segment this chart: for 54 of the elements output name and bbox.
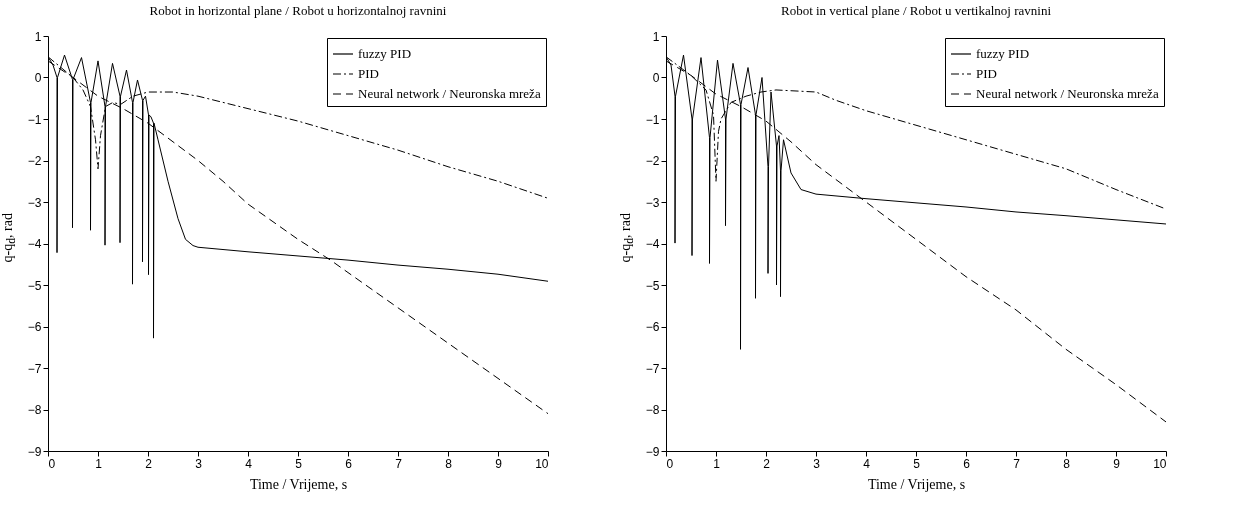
y-tick-label: 0 <box>34 71 42 85</box>
x-tick-label: 2 <box>763 456 771 471</box>
x-tick-label: 6 <box>345 456 353 471</box>
y-tick-label: −1 <box>645 112 660 127</box>
x-tick-label: 8 <box>445 456 453 471</box>
legend-label: Neural network / Neuronska mreža <box>358 86 541 101</box>
y-tick-label: −2 <box>27 154 42 168</box>
x-axis-title: Time / Vrijeme, s <box>867 476 966 492</box>
y-tick-label: −7 <box>645 361 660 376</box>
y-tick-label: 0 <box>652 71 660 85</box>
y-tick-label: −3 <box>645 195 660 210</box>
x-tick-label: 7 <box>395 456 403 471</box>
x-tick-label: 10 <box>535 456 549 471</box>
x-tick-label: 3 <box>813 456 821 471</box>
legend-label: PID <box>358 66 379 81</box>
x-axis-title: Time / Vrijeme, s <box>249 476 348 492</box>
y-tick-label: −9 <box>645 444 660 459</box>
legend-label: Neural network / Neuronska mreža <box>976 86 1159 101</box>
legend-label: PID <box>976 66 997 81</box>
x-tick-label: 1 <box>95 456 103 471</box>
x-tick-label: 1 <box>713 456 721 471</box>
y-tick-label: −5 <box>645 278 660 293</box>
x-tick-label: 4 <box>863 456 871 471</box>
legend-label: fuzzy PID <box>976 46 1030 61</box>
y-tick-label: −6 <box>27 320 42 334</box>
y-tick-label: −3 <box>27 195 42 210</box>
chart-title: Robot in vertical plane / Robot u vertikalnoj ravnini <box>780 3 1052 18</box>
x-tick-label: 5 <box>913 456 921 471</box>
x-tick-label: 0 <box>666 456 674 471</box>
y-tick-label: 1 <box>34 29 42 44</box>
x-tick-label: 4 <box>245 456 253 471</box>
x-tick-label: 6 <box>963 456 971 471</box>
x-tick-label: 8 <box>1063 456 1071 471</box>
x-tick-label: 9 <box>1113 456 1121 471</box>
y-tick-label: −2 <box>645 154 660 168</box>
x-tick-label: 9 <box>495 456 503 471</box>
y-tick-label: −7 <box>27 361 42 376</box>
x-tick-label: 2 <box>145 456 153 471</box>
y-tick-label: −6 <box>645 320 660 334</box>
x-tick-label: 7 <box>1013 456 1021 471</box>
y-tick-label: −4 <box>27 237 42 251</box>
y-tick-label: 1 <box>652 29 660 44</box>
y-tick-label: −8 <box>645 403 660 417</box>
chart-title: Robot in horizontal plane / Robot u horizontalnoj ravnini <box>149 3 447 18</box>
legend-label: fuzzy PID <box>358 46 412 61</box>
y-tick-label: −4 <box>645 237 660 251</box>
x-tick-label: 5 <box>295 456 303 471</box>
y-tick-label: −9 <box>27 444 42 459</box>
y-tick-label: −1 <box>27 112 42 127</box>
x-tick-label: 0 <box>48 456 56 471</box>
y-tick-label: −8 <box>27 403 42 417</box>
x-tick-label: 10 <box>1153 456 1167 471</box>
y-tick-label: −5 <box>27 278 42 293</box>
x-tick-label: 3 <box>195 456 203 471</box>
